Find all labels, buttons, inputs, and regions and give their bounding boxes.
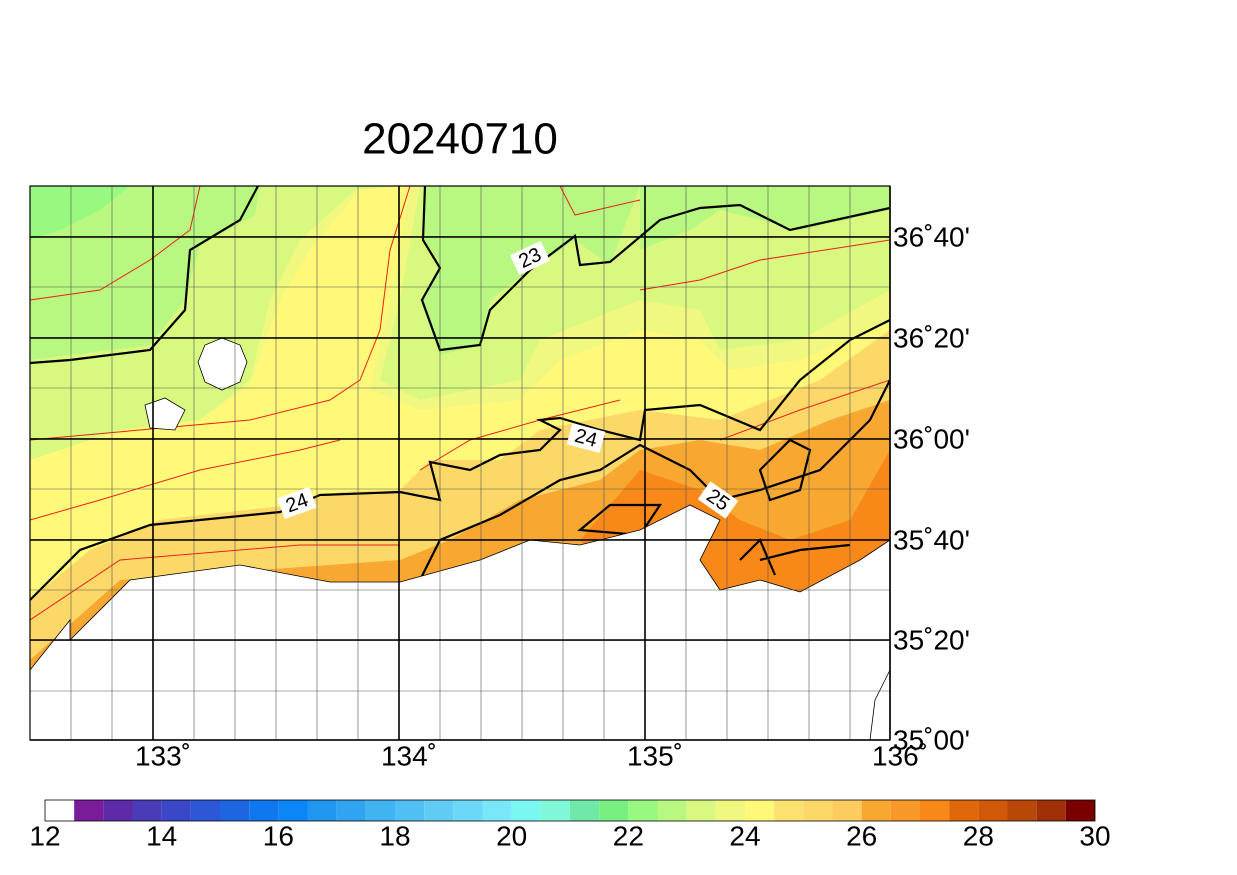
colorbar-swatch [686,800,716,821]
colorbar-swatch [1007,800,1037,821]
colorbar-tick-label: 20 [496,820,527,851]
lat-label: 36˚40' [893,221,970,252]
colorbar-swatch [599,800,629,821]
colorbar-swatch [1065,800,1095,821]
colorbar-swatch [745,800,775,821]
map-frame [29,185,891,741]
sst-band [30,186,890,610]
colorbar-tick-label: 24 [729,820,760,851]
land [869,669,890,740]
colorbar-tick-label: 18 [379,820,410,851]
lon-label: 133˚ [135,740,191,771]
colorbar-tick-label: 16 [263,820,294,851]
contour-label: 23 [509,240,551,276]
sst-band [30,186,260,360]
contour-label-bg [509,240,551,276]
land [30,504,890,740]
sst-band [30,186,130,240]
colorbar-swatch [628,800,658,821]
colorbar-swatch [657,800,687,821]
colorbar-tick-label: 14 [146,820,177,851]
lon-label: 136˚ [872,740,928,771]
colorbar-swatch [832,800,862,821]
map-field [30,186,890,740]
colorbar-swatch [774,800,804,821]
colorbar-swatch [482,800,512,821]
colorbar-swatch [949,800,979,821]
sst-band [420,186,640,355]
contour-label-bg [277,486,317,520]
colorbar-swatch [45,800,75,821]
colorbar-swatch [1036,800,1066,821]
colorbar-swatch [365,800,395,821]
island [144,397,186,431]
colorbar-swatch [132,800,162,821]
colorbar-tick-label: 30 [1079,820,1110,851]
colorbar-swatch [336,800,366,821]
lon-label: 135˚ [627,740,683,771]
colorbar-swatch [540,800,570,821]
contour-label: 24 [566,422,606,454]
colorbar-swatch [190,800,220,821]
colorbar-swatch [249,800,279,821]
lat-label: 36˚00' [893,423,970,454]
lat-label: 35˚00' [893,724,970,755]
colorbar-swatch [861,800,891,821]
map-labels: 133˚ 134˚ 135˚ 136˚ 36˚40' 36˚20' 36˚00' 35˚40'… [135,221,970,771]
colorbar-frame [44,799,1096,822]
colorbar-swatch [161,800,191,821]
colorbar-tick-label: 22 [613,820,644,851]
colorbar-swatch [570,800,600,821]
colorbar-swatch [395,800,425,821]
lat-label: 35˚20' [893,624,970,655]
contour-label-bg [697,481,739,519]
colorbar-swatch [890,800,920,821]
colorbar-swatch [803,800,833,821]
colorbar-swatch [920,800,950,821]
colorbar-swatch [511,800,541,821]
colorbar-swatch [307,800,337,821]
lon-label: 134˚ [381,740,437,771]
colorbar-tick-label: 28 [963,820,994,851]
lat-label: 36˚20' [893,322,970,353]
colorbar-swatch [715,800,745,821]
title: 20240710 [362,115,558,164]
island [197,337,248,391]
colorbar-swatch [978,800,1008,821]
contour-label-bg [566,422,606,454]
colorbar-swatch [220,800,250,821]
colorbar-swatch [278,800,308,821]
isotherm [30,186,890,621]
lat-label: 35˚40' [893,524,970,555]
colorbar-swatch [424,800,454,821]
colorbar: 12 14 16 18 20 22 24 26 28 30 [29,799,1111,851]
colorbar-swatch [103,800,133,821]
colorbar-swatch [74,800,104,821]
colorbar-swatch [453,800,483,821]
colorbar-tick-label: 26 [846,820,877,851]
colorbar-tick-label: 12 [29,820,60,851]
